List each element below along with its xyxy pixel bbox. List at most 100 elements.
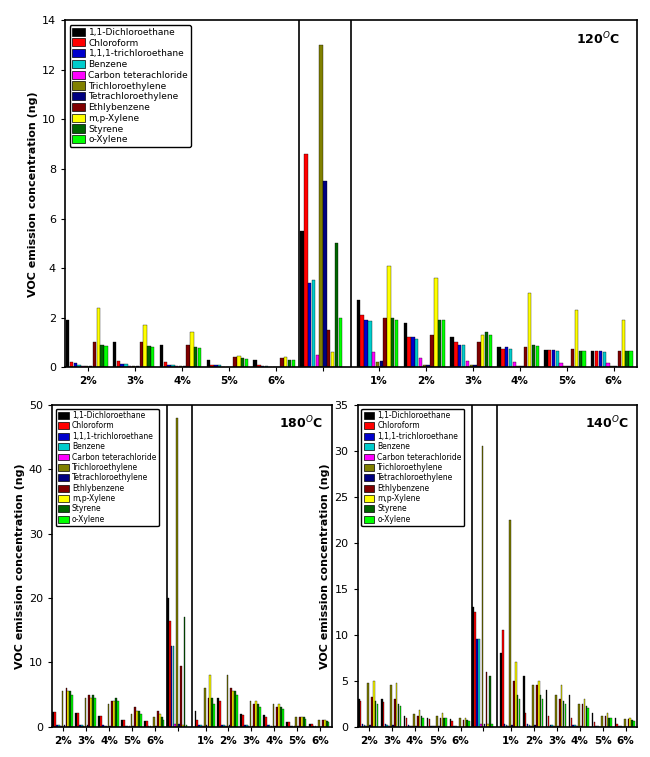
Bar (422, 365, 426, 367)
Bar (513, 362, 516, 367)
Bar (109, 726, 111, 727)
Bar (532, 685, 534, 727)
Bar (421, 715, 422, 727)
Bar (516, 366, 520, 367)
Bar (396, 683, 397, 727)
Bar (375, 701, 376, 727)
Bar (198, 724, 200, 727)
Bar (477, 342, 480, 367)
Bar (303, 717, 305, 727)
Bar (560, 363, 563, 367)
Bar (567, 366, 571, 367)
Bar (104, 726, 105, 727)
Bar (410, 726, 411, 727)
Bar (147, 346, 151, 367)
Bar (419, 359, 422, 367)
Bar (190, 332, 194, 367)
Bar (610, 718, 612, 727)
Bar (254, 704, 255, 727)
Bar (426, 718, 428, 727)
Bar (384, 318, 387, 367)
Bar (86, 725, 88, 727)
Legend: 1,1-Dichloroethane, Chloroform, 1,1,1-trichloroethane, Benzene, Carbon teterachl: 1,1-Dichloroethane, Chloroform, 1,1,1-tr… (361, 409, 464, 526)
Bar (278, 704, 280, 727)
Bar (593, 722, 595, 727)
Bar (178, 724, 180, 727)
Bar (300, 231, 304, 367)
Bar (548, 350, 551, 367)
Bar (182, 724, 183, 727)
Bar (159, 714, 161, 727)
Bar (505, 347, 508, 367)
Bar (94, 698, 96, 727)
Bar (497, 347, 500, 367)
Bar (252, 726, 254, 727)
Bar (474, 612, 476, 727)
Bar (515, 662, 517, 727)
Bar (603, 352, 606, 367)
Bar (614, 366, 618, 367)
Bar (582, 704, 584, 727)
Bar (573, 725, 574, 727)
Bar (269, 725, 270, 727)
Text: 140$^O$C: 140$^O$C (585, 415, 629, 431)
Bar (70, 691, 71, 727)
Bar (242, 715, 244, 727)
Bar (58, 725, 60, 727)
Bar (532, 345, 535, 367)
Bar (368, 321, 372, 367)
Bar (606, 363, 610, 367)
Bar (442, 320, 445, 367)
Bar (625, 351, 629, 367)
Bar (327, 330, 330, 367)
Legend: 1,1-Dichloroethane, Chloroform, 1,1,1-trichloroethane, Benzene, Carbon teterachl: 1,1-Dichloroethane, Chloroform, 1,1,1-tr… (70, 25, 191, 147)
Bar (524, 347, 527, 367)
Bar (267, 724, 268, 727)
Bar (438, 320, 441, 367)
Bar (569, 695, 571, 727)
Bar (519, 699, 521, 727)
Bar (614, 718, 616, 727)
Bar (92, 695, 94, 727)
Bar (77, 365, 81, 367)
Bar (426, 365, 430, 367)
Bar (428, 719, 430, 727)
Bar (478, 640, 480, 727)
Bar (132, 366, 135, 367)
Bar (546, 690, 547, 727)
Bar (111, 701, 113, 727)
Bar (511, 725, 513, 727)
Text: 120$^O$C: 120$^O$C (576, 31, 620, 48)
Bar (548, 715, 549, 727)
Bar (561, 685, 562, 727)
Bar (236, 695, 238, 727)
Bar (422, 718, 424, 727)
Bar (146, 721, 148, 727)
Bar (358, 699, 359, 727)
Bar (621, 320, 625, 367)
Bar (326, 721, 328, 727)
Bar (84, 698, 86, 727)
Bar (556, 351, 559, 367)
Bar (180, 665, 182, 727)
Bar (323, 182, 327, 367)
Bar (629, 351, 632, 367)
Bar (394, 699, 396, 727)
Bar (102, 725, 103, 727)
Bar (364, 320, 368, 367)
Bar (552, 350, 555, 367)
Y-axis label: VOC emission concentration (ng): VOC emission concentration (ng) (320, 463, 330, 668)
Legend: 1,1-Dichloroethane, Chloroform, 1,1,1-trichloroethane, Benzene, Carbon teterachl: 1,1-Dichloroethane, Chloroform, 1,1,1-tr… (56, 409, 159, 526)
Bar (559, 699, 560, 727)
Bar (233, 357, 237, 367)
Bar (214, 365, 218, 367)
Bar (443, 718, 445, 727)
Bar (480, 724, 482, 727)
Bar (113, 342, 116, 367)
Bar (510, 520, 511, 727)
Bar (229, 725, 230, 727)
Bar (538, 681, 540, 727)
Bar (167, 365, 171, 367)
Bar (245, 360, 248, 367)
Bar (284, 357, 287, 367)
